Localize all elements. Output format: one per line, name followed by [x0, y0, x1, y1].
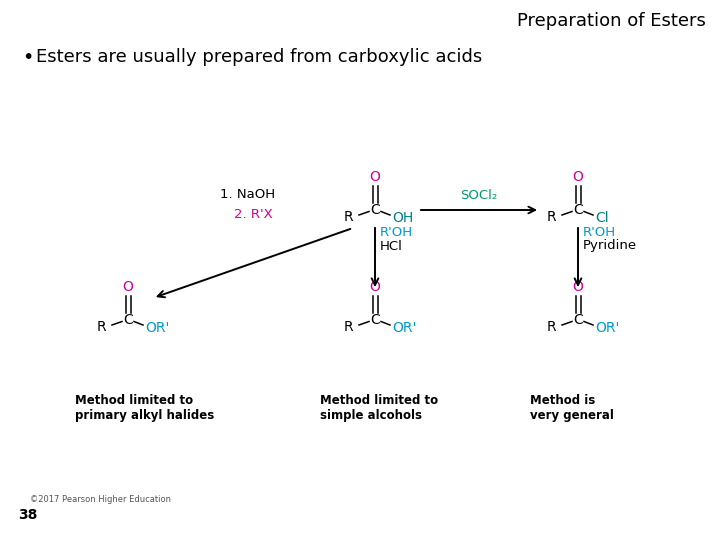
Text: Preparation of Esters: Preparation of Esters: [517, 12, 706, 30]
Text: OR': OR': [595, 321, 619, 335]
Text: C: C: [573, 203, 583, 217]
Text: R: R: [546, 210, 556, 224]
Text: R'OH: R'OH: [583, 226, 616, 239]
Text: OH: OH: [392, 211, 413, 225]
Text: O: O: [122, 280, 133, 294]
Text: HCl: HCl: [380, 240, 403, 253]
Text: Cl: Cl: [595, 211, 608, 225]
Text: R: R: [96, 320, 106, 334]
Text: SOCl₂: SOCl₂: [460, 189, 498, 202]
Text: ©2017 Pearson Higher Education: ©2017 Pearson Higher Education: [30, 496, 171, 504]
Text: primary alkyl halides: primary alkyl halides: [75, 409, 215, 422]
Text: OR': OR': [392, 321, 416, 335]
Text: very general: very general: [530, 409, 614, 422]
Text: OR': OR': [145, 321, 169, 335]
Text: O: O: [572, 170, 583, 184]
Text: C: C: [370, 203, 380, 217]
Text: C: C: [123, 313, 133, 327]
Text: Method limited to: Method limited to: [320, 394, 438, 407]
Text: R: R: [546, 320, 556, 334]
Text: 38: 38: [18, 508, 37, 522]
Text: O: O: [572, 280, 583, 294]
Text: Esters are usually prepared from carboxylic acids: Esters are usually prepared from carboxy…: [36, 48, 482, 66]
Text: Method limited to: Method limited to: [75, 394, 193, 407]
Text: O: O: [369, 280, 380, 294]
Text: 2. R'X: 2. R'X: [234, 207, 273, 220]
Text: R: R: [343, 210, 353, 224]
Text: R'OH: R'OH: [380, 226, 413, 239]
Text: Pyridine: Pyridine: [583, 240, 637, 253]
Text: simple alcohols: simple alcohols: [320, 409, 422, 422]
Text: Method is: Method is: [530, 394, 595, 407]
Text: 1. NaOH: 1. NaOH: [220, 187, 275, 200]
Text: R: R: [343, 320, 353, 334]
Text: O: O: [369, 170, 380, 184]
Text: C: C: [370, 313, 380, 327]
Text: •: •: [22, 48, 33, 67]
Text: C: C: [573, 313, 583, 327]
